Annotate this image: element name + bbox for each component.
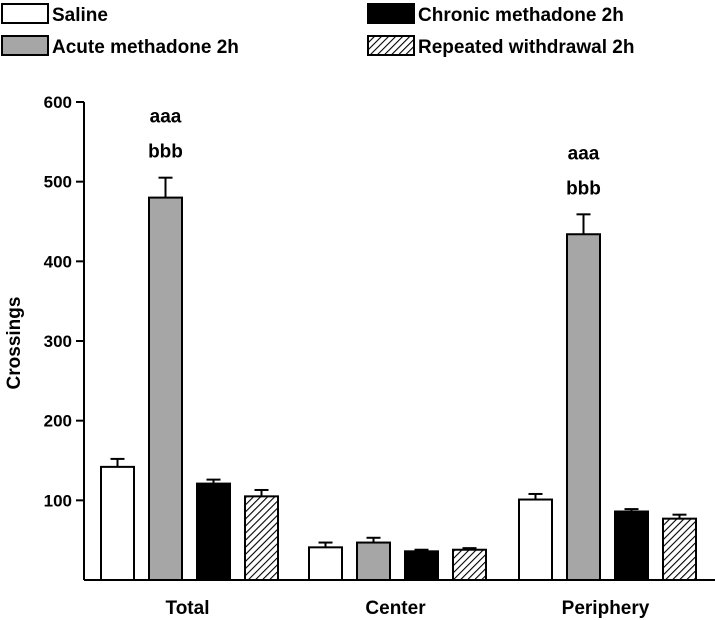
- bar: [100, 465, 135, 581]
- annotations: aaa bbb aaa bbb: [148, 107, 601, 200]
- y-tick-label: 100: [44, 491, 72, 510]
- legend-label: Saline: [52, 5, 108, 26]
- bar: [356, 541, 391, 581]
- legend-label: Repeated withdrawal 2h: [418, 37, 634, 58]
- y-tick-label: 200: [44, 412, 72, 431]
- legend-swatch: [367, 3, 415, 24]
- x-category-label: Center: [365, 598, 426, 619]
- legend-swatch: [1, 35, 49, 56]
- bar: [452, 548, 487, 582]
- bar: [148, 196, 183, 581]
- significance-label: bbb: [148, 142, 183, 163]
- bars: [100, 176, 697, 582]
- legend-label: Acute methadone 2h: [52, 37, 239, 58]
- bar: [566, 233, 601, 581]
- y-axis-title: Crossings: [4, 297, 25, 390]
- significance-label: aaa: [568, 143, 600, 164]
- significance-label: aaa: [150, 107, 182, 128]
- y-tick-label: 500: [44, 173, 72, 192]
- legend-swatch: [367, 35, 415, 56]
- y-tick-label: 300: [44, 332, 72, 351]
- bar: [614, 510, 649, 581]
- x-category-label: Periphery: [562, 598, 650, 619]
- y-tick-label: 600: [44, 93, 72, 112]
- legend-swatch: [1, 3, 49, 24]
- y-tick-label: 400: [44, 252, 72, 271]
- bar: [244, 495, 279, 582]
- bar: [404, 550, 439, 582]
- x-category-label: Total: [166, 598, 210, 619]
- legend: Saline Acute methadone 2h Chronic methadon…: [1, 3, 634, 58]
- axes: 100 200 300 400 500 600 Crossings Total Center Pe…: [4, 93, 715, 619]
- significance-label: bbb: [566, 178, 601, 199]
- legend-label: Chronic methadone 2h: [418, 5, 624, 26]
- bar: [196, 482, 231, 581]
- bar: [518, 498, 553, 581]
- bar: [308, 546, 343, 582]
- bar: [662, 517, 697, 582]
